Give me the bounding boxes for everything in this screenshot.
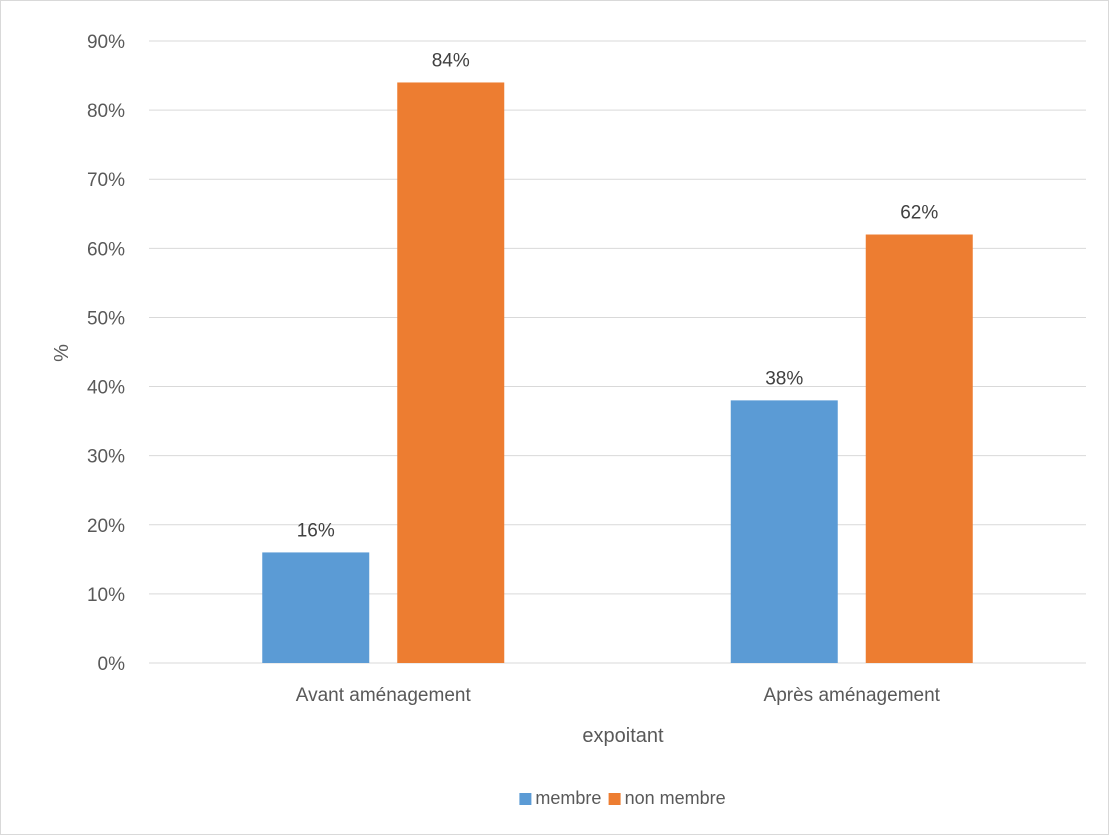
- y-tick-label: 80%: [87, 101, 125, 122]
- y-axis-title: %: [51, 344, 73, 362]
- y-axis-ticks: 0% 10% 20% 30% 40% 50% 60% 70% 80% 90%: [87, 32, 125, 675]
- bar: [730, 400, 838, 663]
- bar: [865, 234, 973, 663]
- data-labels: 16% 84% 38% 62%: [297, 50, 939, 541]
- data-label: 38%: [765, 368, 803, 389]
- y-tick-label: 30%: [87, 447, 125, 468]
- data-label: 16%: [297, 520, 335, 541]
- y-tick-label: 10%: [87, 585, 125, 606]
- legend-label: membre: [535, 788, 601, 808]
- y-tick-label: 70%: [87, 170, 125, 191]
- x-tick-label: Après aménagement: [764, 685, 941, 706]
- bars: [262, 82, 973, 663]
- x-tick-label: Avant aménagement: [296, 685, 472, 706]
- y-tick-label: 90%: [87, 32, 125, 53]
- legend-swatch: [519, 793, 532, 805]
- legend-swatch: [608, 793, 621, 805]
- y-tick-label: 60%: [87, 239, 125, 260]
- y-tick-label: 40%: [87, 378, 125, 399]
- data-label: 84%: [432, 50, 470, 71]
- legend-label: non membre: [625, 788, 726, 808]
- x-axis-ticks: Avant aménagement Après aménagement: [296, 685, 941, 706]
- x-axis-title: expoitant: [582, 725, 664, 747]
- y-tick-label: 0%: [98, 654, 126, 675]
- bar: [397, 82, 505, 663]
- y-tick-label: 20%: [87, 516, 125, 537]
- bar: [262, 552, 370, 663]
- data-label: 62%: [900, 203, 938, 224]
- y-tick-label: 50%: [87, 308, 125, 329]
- legend: membre non membre: [519, 788, 726, 808]
